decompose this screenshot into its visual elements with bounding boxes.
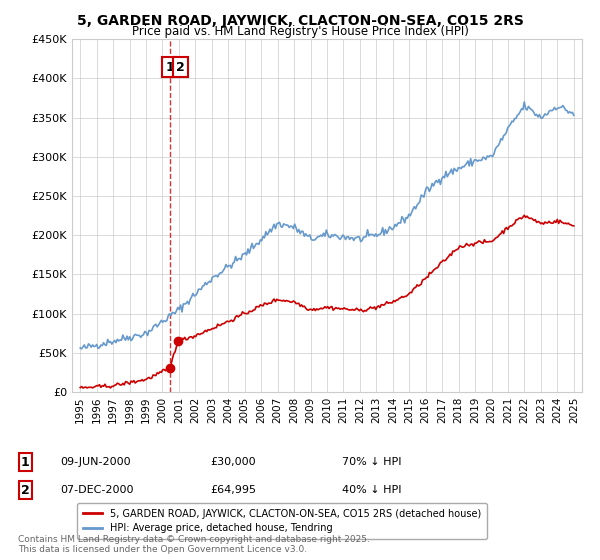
Text: 1: 1 [21,455,30,469]
Text: 70% ↓ HPI: 70% ↓ HPI [342,457,401,467]
Text: 2: 2 [21,483,30,497]
Text: £30,000: £30,000 [210,457,256,467]
Text: 5, GARDEN ROAD, JAYWICK, CLACTON-ON-SEA, CO15 2RS: 5, GARDEN ROAD, JAYWICK, CLACTON-ON-SEA,… [77,14,523,28]
Text: 09-JUN-2000: 09-JUN-2000 [60,457,131,467]
Text: 07-DEC-2000: 07-DEC-2000 [60,485,133,495]
Text: Price paid vs. HM Land Registry's House Price Index (HPI): Price paid vs. HM Land Registry's House … [131,25,469,38]
Text: 1: 1 [166,60,175,73]
Legend: 5, GARDEN ROAD, JAYWICK, CLACTON-ON-SEA, CO15 2RS (detached house), HPI: Average: 5, GARDEN ROAD, JAYWICK, CLACTON-ON-SEA,… [77,503,487,539]
Text: 40% ↓ HPI: 40% ↓ HPI [342,485,401,495]
Text: Contains HM Land Registry data © Crown copyright and database right 2025.
This d: Contains HM Land Registry data © Crown c… [18,535,370,554]
Text: £64,995: £64,995 [210,485,256,495]
Text: 2: 2 [176,60,185,73]
